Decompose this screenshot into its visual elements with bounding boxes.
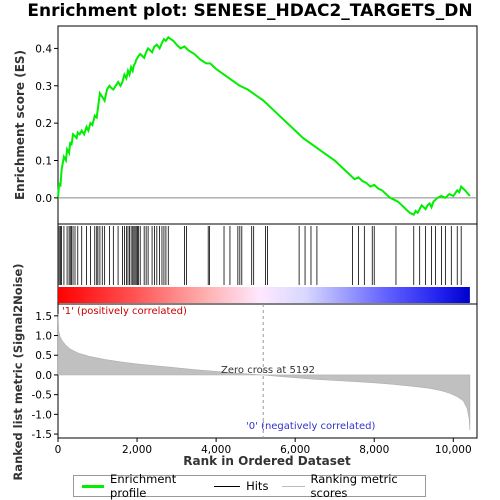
legend-label: Enrichment profile [110, 472, 177, 500]
legend-swatch-enrichment-profile [82, 484, 105, 488]
legend-swatch-ranking-metric [282, 485, 305, 487]
ticks-layer: 0.0 0.1 0.2 0.3 0.4 1.5 1.0 0.5 0.0 -0.5 -1.0 -1.50… [32, 43, 472, 456]
positive-annotation: '1' (positively correlated) [62, 306, 187, 317]
legend-swatch-hits [214, 485, 241, 487]
metric-ytick-label: -1.0 [32, 409, 53, 421]
es-layer [57, 35, 477, 217]
xtick-label: 4,000 [201, 444, 231, 456]
es-ytick-label: 0.0 [35, 193, 52, 205]
es-ylabel: Enrichment score (ES) [13, 50, 27, 200]
es-ytick-label: 0.2 [35, 118, 52, 130]
xtick-label: 8,000 [359, 444, 389, 456]
es-ytick-label: 0.4 [35, 43, 52, 55]
zero-cross-annotation: Zero cross at 5192 [221, 365, 315, 376]
metric-ytick-label: 1.0 [35, 331, 52, 343]
metric-ytick-label: 1.5 [35, 311, 52, 323]
es-curve [57, 35, 471, 217]
chart-title: Enrichment plot: SENESE_HDAC2_TARGETS_DN [27, 1, 473, 21]
legend-item-hits: Hits [214, 479, 268, 493]
negative-annotation: '0' (negatively correlated) [246, 421, 375, 432]
legend-label: Hits [246, 479, 269, 493]
legend-label: Ranking metric scores [310, 472, 398, 500]
xtick-label: 6,000 [280, 444, 310, 456]
legend: Enrichment profile Hits Ranking metric s… [73, 472, 426, 500]
metric-layer [57, 304, 471, 438]
metric-ylabel: Ranked list metric (Signal2Noise) [11, 263, 25, 480]
metric-ytick-label: 0.0 [35, 370, 52, 382]
xtick-label: 0 [55, 444, 62, 456]
metric-area [57, 313, 471, 431]
xtick-label: 2,000 [122, 444, 152, 456]
metric-ytick-label: 0.5 [35, 350, 52, 362]
es-ytick-label: 0.3 [35, 81, 52, 93]
legend-item-ranking-metric: Ranking metric scores [282, 472, 419, 500]
es-ytick-label: 0.1 [35, 155, 52, 167]
metric-ytick-label: -0.5 [32, 390, 53, 402]
metric-ytick-label: -1.5 [32, 429, 53, 441]
metric-xlabel: Rank in Ordered Dataset [183, 454, 351, 468]
hits-layer [58, 226, 470, 303]
rank-color-band [58, 287, 470, 303]
xtick-label: 10,000 [435, 444, 472, 456]
legend-item-enrichment-profile: Enrichment profile [82, 472, 200, 500]
es-panel-frame [57, 25, 478, 225]
